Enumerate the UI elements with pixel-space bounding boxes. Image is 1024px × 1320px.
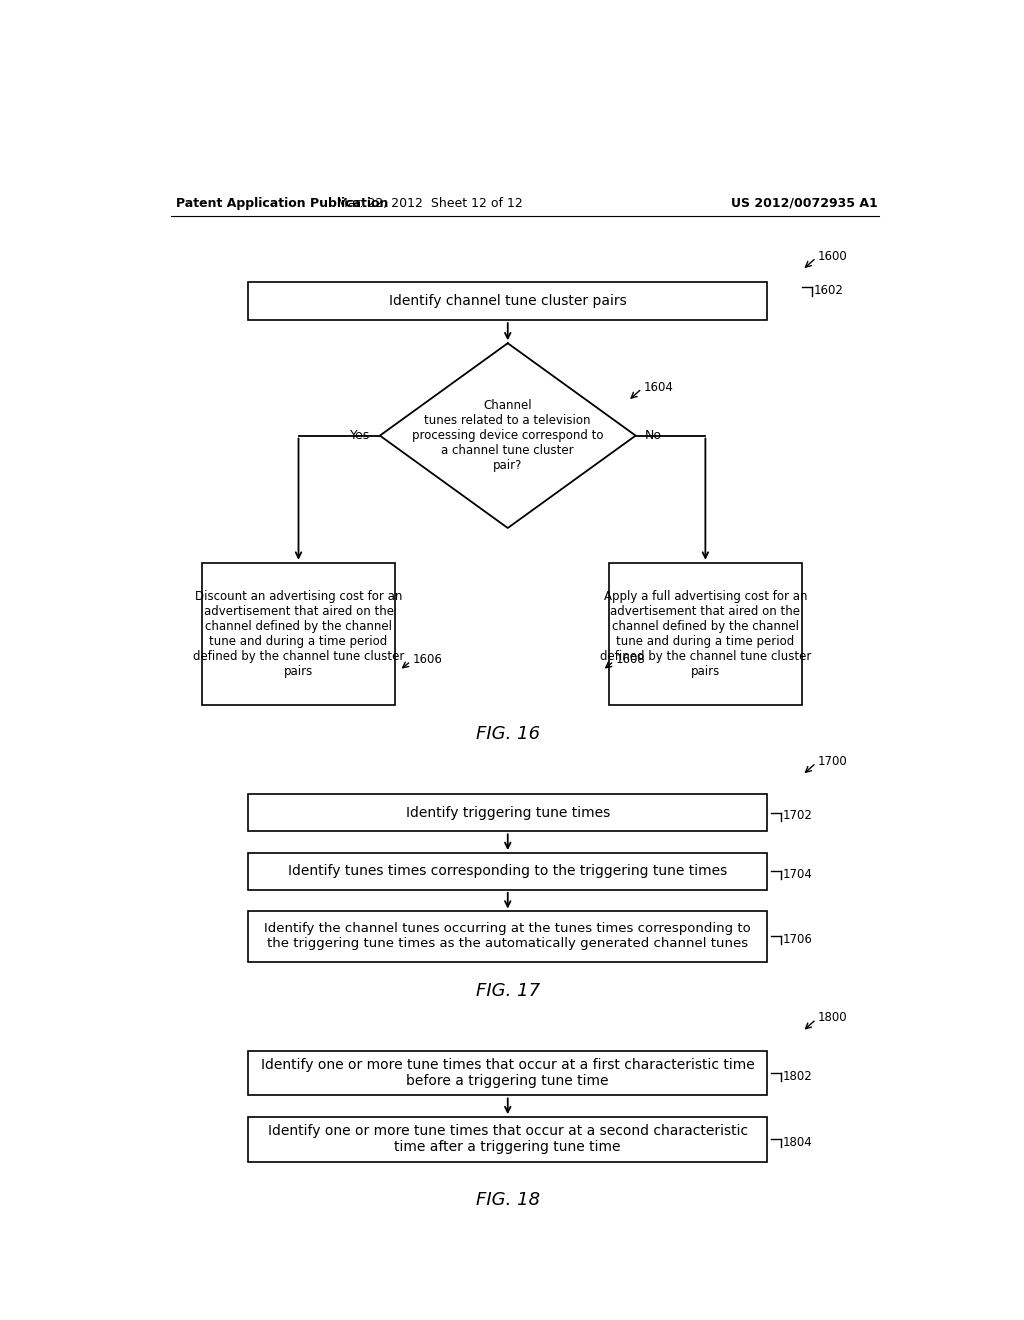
- Text: FIG. 17: FIG. 17: [476, 982, 540, 999]
- Bar: [248, 1117, 767, 1162]
- Text: Patent Application Publication: Patent Application Publication: [176, 197, 388, 210]
- Text: Discount an advertising cost for an
advertisement that aired on the
channel defi: Discount an advertising cost for an adve…: [193, 590, 404, 678]
- Text: 1608: 1608: [615, 653, 645, 667]
- Bar: [248, 281, 767, 321]
- Text: 1706: 1706: [783, 933, 813, 946]
- Text: Identify one or more tune times that occur at a second characteristic
time after: Identify one or more tune times that occ…: [267, 1125, 748, 1155]
- Text: 1802: 1802: [783, 1069, 813, 1082]
- Text: 1606: 1606: [413, 653, 442, 667]
- Text: 1704: 1704: [783, 869, 813, 880]
- Bar: [248, 795, 767, 832]
- Bar: [248, 1051, 767, 1096]
- Bar: [202, 562, 395, 705]
- Text: 1702: 1702: [783, 809, 813, 822]
- Bar: [248, 853, 767, 890]
- Bar: [608, 562, 802, 705]
- Text: Yes: Yes: [350, 429, 371, 442]
- Text: 1804: 1804: [783, 1137, 813, 1148]
- Text: 1700: 1700: [818, 755, 848, 768]
- Text: No: No: [645, 429, 662, 442]
- Text: Identify one or more tune times that occur at a first characteristic time
before: Identify one or more tune times that occ…: [261, 1059, 755, 1088]
- Text: 1604: 1604: [643, 380, 673, 393]
- Text: FIG. 18: FIG. 18: [476, 1191, 540, 1209]
- Text: Identify tunes times corresponding to the triggering tune times: Identify tunes times corresponding to th…: [288, 865, 727, 878]
- Text: Identify triggering tune times: Identify triggering tune times: [406, 807, 610, 820]
- Text: FIG. 16: FIG. 16: [476, 726, 540, 743]
- Text: Channel
tunes related to a television
processing device correspond to
a channel : Channel tunes related to a television pr…: [412, 399, 603, 473]
- Text: Apply a full advertising cost for an
advertisement that aired on the
channel def: Apply a full advertising cost for an adv…: [600, 590, 811, 678]
- Text: 1800: 1800: [818, 1011, 848, 1024]
- Text: Identify channel tune cluster pairs: Identify channel tune cluster pairs: [389, 294, 627, 308]
- Bar: [248, 911, 767, 961]
- Text: 1600: 1600: [818, 249, 848, 263]
- Text: 1602: 1602: [814, 284, 844, 297]
- Text: Mar. 22, 2012  Sheet 12 of 12: Mar. 22, 2012 Sheet 12 of 12: [337, 197, 523, 210]
- Text: Identify the channel tunes occurring at the tunes times corresponding to
the tri: Identify the channel tunes occurring at …: [264, 923, 752, 950]
- Text: US 2012/0072935 A1: US 2012/0072935 A1: [731, 197, 879, 210]
